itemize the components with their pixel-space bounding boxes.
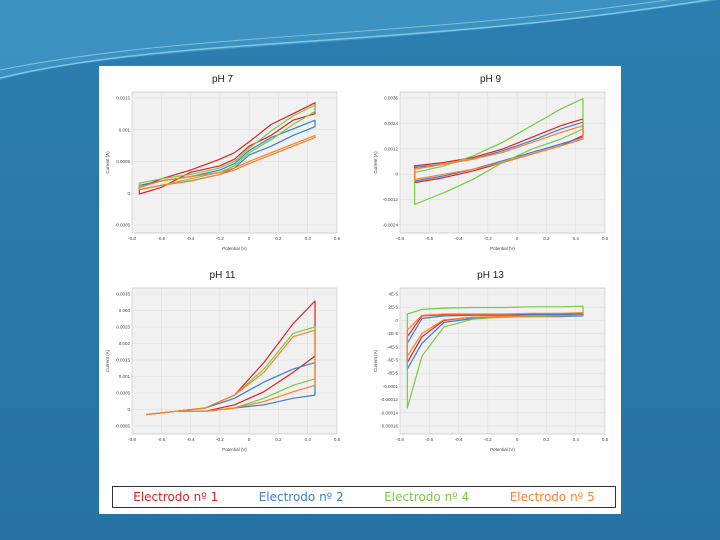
plot-area bbox=[399, 287, 606, 435]
x-tick-label: 0.6 bbox=[334, 437, 341, 442]
x-tick-label: -0.6 bbox=[157, 437, 165, 442]
x-tick-label: 0.6 bbox=[334, 236, 341, 241]
x-tick-label: 0.6 bbox=[602, 437, 609, 442]
y-tick-label: -0.0024 bbox=[383, 223, 399, 228]
y-tick-label: 0.001 bbox=[119, 374, 131, 379]
y-tick-label: 0.001 bbox=[119, 127, 131, 132]
legend-item-electrode-1: Electrodo nº 1 bbox=[133, 490, 219, 504]
y-tick-label: 0.0005 bbox=[116, 159, 130, 164]
x-tick-label: -0.2 bbox=[216, 236, 224, 241]
y-tick-label: 0.0024 bbox=[384, 121, 398, 126]
chart-ph7: pH 7 -0.8 -0.6 -0.4 -0.2 0 0.2 0.4 0.6 0.0015 0.00… bbox=[105, 74, 341, 251]
y-tick-label: -2E-5 bbox=[387, 331, 399, 336]
y-tick-label: 0.0015 bbox=[116, 358, 130, 363]
x-tick-label: -0.8 bbox=[128, 236, 136, 241]
x-tick-label: -0.4 bbox=[187, 437, 195, 442]
legend-item-electrode-2: Electrodo nº 2 bbox=[258, 490, 344, 504]
chart-ph13: pH 13 -0.8 -0.6 -0.4 -0.2 0 0.2 0.4 0.6 4E-5 2E-5 0… bbox=[373, 270, 609, 452]
y-tick-label: 0.0036 bbox=[384, 96, 398, 101]
x-axis-label: Potential (V) bbox=[222, 447, 247, 452]
series-line bbox=[138, 134, 316, 191]
x-axis-label: Potential (V) bbox=[490, 246, 515, 251]
y-tick-label: 0 bbox=[395, 318, 398, 323]
x-tick-label: 0.4 bbox=[573, 236, 580, 241]
x-tick-label: 0.2 bbox=[543, 437, 550, 442]
y-tick-label: 0 bbox=[395, 172, 398, 177]
x-tick-label: 0.2 bbox=[275, 437, 282, 442]
y-tick-label: 4E-5 bbox=[388, 292, 398, 297]
x-tick-label: -0.6 bbox=[425, 236, 433, 241]
x-tick-label: 0 bbox=[516, 437, 519, 442]
x-tick-label: -0.2 bbox=[216, 437, 224, 442]
series-line bbox=[406, 312, 584, 357]
y-tick-label: -0.0005 bbox=[115, 223, 131, 228]
y-tick-label: 0.0005 bbox=[116, 391, 130, 396]
x-tick-label: 0.4 bbox=[305, 437, 312, 442]
x-tick-label: 0 bbox=[248, 236, 251, 241]
x-tick-label: 0.4 bbox=[573, 437, 580, 442]
y-tick-label: -0.0001 bbox=[383, 384, 399, 389]
x-tick-label: -0.2 bbox=[484, 236, 492, 241]
legend-item-electrode-4: Electrodo nº 4 bbox=[384, 490, 470, 504]
x-tick-label: 0 bbox=[248, 437, 251, 442]
x-axis-label: Potential (V) bbox=[490, 447, 515, 452]
x-tick-label: 0 bbox=[516, 236, 519, 241]
x-tick-label: -0.6 bbox=[157, 236, 165, 241]
y-tick-label: -6E-5 bbox=[387, 358, 399, 363]
x-tick-label: -0.6 bbox=[425, 437, 433, 442]
x-tick-label: 0.4 bbox=[305, 236, 312, 241]
chart-title: pH 7 bbox=[212, 74, 234, 85]
x-tick-label: 0.2 bbox=[275, 236, 282, 241]
background-wave bbox=[0, 0, 720, 80]
y-tick-label: -4E-5 bbox=[387, 344, 399, 349]
y-tick-label: -0.00012 bbox=[380, 397, 398, 402]
chart-title: pH 13 bbox=[477, 270, 504, 281]
x-tick-label: -0.2 bbox=[484, 437, 492, 442]
y-tick-label: -0.00016 bbox=[380, 424, 398, 429]
y-tick-label: 0.0012 bbox=[384, 146, 398, 151]
y-tick-label: 0 bbox=[127, 191, 130, 196]
x-tick-label: -0.4 bbox=[455, 437, 463, 442]
y-tick-label: -0.0012 bbox=[383, 197, 399, 202]
y-tick-label: 0.0035 bbox=[116, 292, 130, 297]
chart-title: pH 11 bbox=[210, 270, 236, 281]
x-tick-label: -0.8 bbox=[128, 437, 136, 442]
legend-item-electrode-5: Electrodo nº 5 bbox=[509, 490, 595, 504]
chart-ph9: pH 9 -0.8 -0.6 -0.4 -0.2 0 0.2 0.4 0.6 0.0036 0.00… bbox=[373, 74, 609, 251]
y-tick-label: 0.003 bbox=[119, 308, 131, 313]
y-axis-label: Current (A) bbox=[373, 349, 378, 372]
x-tick-label: 0.6 bbox=[602, 236, 609, 241]
y-tick-label: 0.0015 bbox=[116, 96, 130, 101]
x-tick-label: -0.8 bbox=[396, 236, 404, 241]
y-tick-label: -8E-5 bbox=[387, 371, 399, 376]
y-tick-label: 2E-5 bbox=[388, 305, 398, 310]
x-tick-label: -0.4 bbox=[187, 236, 195, 241]
plot-area bbox=[131, 91, 338, 234]
x-tick-label: -0.4 bbox=[455, 236, 463, 241]
x-axis-label: Potential (V) bbox=[222, 246, 247, 251]
chart-ph11: pH 11 -0.8 -0.6 -0.4 -0.2 0 0.2 0.4 0.6 0.0035 0.0… bbox=[105, 270, 341, 452]
series-line bbox=[414, 125, 584, 180]
y-tick-label: -0.00014 bbox=[380, 410, 398, 415]
x-tick-label: -0.8 bbox=[396, 437, 404, 442]
y-tick-label: 0.0025 bbox=[116, 325, 130, 330]
y-tick-label: 0.002 bbox=[119, 341, 131, 346]
y-axis-label: Current (A) bbox=[105, 151, 110, 174]
chart-title: pH 9 bbox=[480, 74, 502, 85]
legend: Electrodo nº 1 Electrodo nº 2 Electrodo … bbox=[112, 486, 616, 508]
y-tick-label: -0.0005 bbox=[115, 424, 131, 429]
series-line bbox=[146, 329, 316, 416]
x-tick-label: 0.2 bbox=[543, 236, 550, 241]
y-axis-label: Current (A) bbox=[105, 349, 110, 372]
y-tick-label: 0 bbox=[127, 407, 130, 412]
y-axis-label: Current (A) bbox=[373, 151, 378, 174]
series-line bbox=[138, 104, 316, 191]
series-line bbox=[138, 102, 316, 195]
